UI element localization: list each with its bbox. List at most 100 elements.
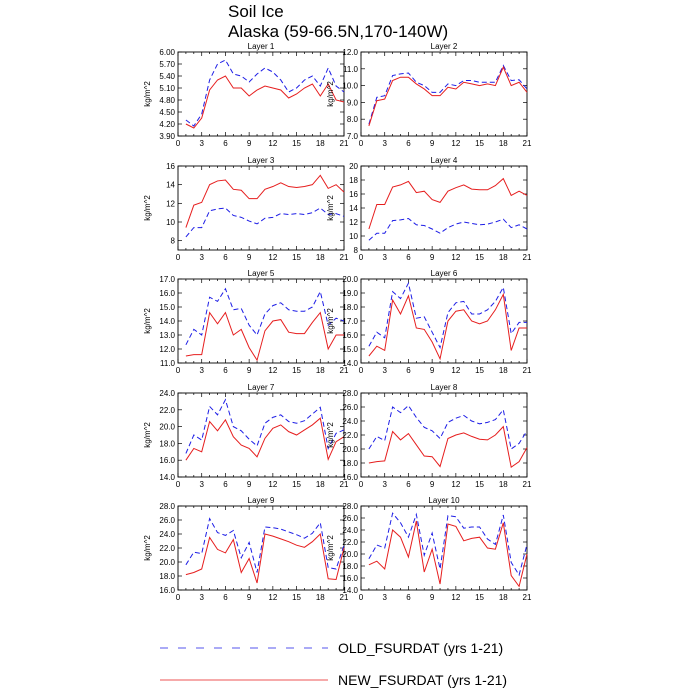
panel-layer-6-xtick-label: 6 (406, 366, 411, 375)
panel-layer-10-frame (360, 505, 528, 591)
panel-layer-2-series-old (368, 64, 528, 125)
panel-layer-3-title: Layer 3 (248, 156, 275, 165)
panel-layer-9-xtick-label: 0 (176, 593, 181, 602)
panel-layer-3-ytick-label: 16 (166, 162, 175, 171)
panel-layer-7-title: Layer 7 (248, 383, 275, 392)
panel-layer-9-ytick-label: 28.0 (159, 502, 175, 511)
panel-layer-4-frame (360, 165, 528, 251)
panel-layer-6-ytick-label: 15.0 (342, 345, 358, 354)
panel-layer-8-title: Layer 8 (431, 383, 458, 392)
panel-layer-3-ytick-label: 8 (171, 237, 176, 246)
panel-layer-7-ytick-label: 22.0 (159, 406, 175, 415)
panel-layer-9-xtick-label: 9 (247, 593, 252, 602)
panel-layer-2-xtick-label: 21 (523, 139, 532, 148)
panel-layer-8: Layer 8kg/m^20 3 6 9 12 15 18 2116.018.020.022.… (326, 383, 532, 489)
panel-layer-4: Layer 4 kg/m^2 0 3 6 9 12 15 18 21 8 10 12 14 16 18 20 (326, 156, 532, 262)
panel-layer-10-series-new (368, 520, 528, 588)
panel-layer-9-series-new (185, 532, 345, 584)
panel-layer-9-xtick-label: 3 (199, 593, 204, 602)
panel-layer-5-xtick-label: 9 (247, 366, 252, 375)
panel-layer-3-xtick-label: 18 (316, 253, 325, 262)
panel-layer-7-xtick-label: 15 (292, 480, 301, 489)
panel-layer-2-xtick-label: 18 (499, 139, 508, 148)
panel-layer-5-ytick-label: 11.0 (160, 359, 176, 368)
panel-layer-10-ytick-label: 26.0 (342, 514, 358, 523)
panel-layer-1-xtick-label: 18 (316, 139, 325, 148)
panel-layer-6-xtick-label: 9 (430, 366, 435, 375)
panel-layer-8-xtick-label: 3 (382, 480, 387, 489)
panel-layer-4-title: Layer 4 (431, 156, 458, 165)
panel-layer-1-xtick-label: 0 (176, 139, 181, 148)
panel-layer-2-ytick-label: 9.0 (347, 98, 359, 107)
panel-layer-7-xtick-label: 3 (199, 480, 204, 489)
panel-layer-7-series-new (185, 417, 345, 462)
panel-layer-2-series-new (368, 65, 528, 127)
panel-layer-8-ytick-label: 24.0 (342, 417, 358, 426)
panels-grid: Layer 1 kg/m^2 0 3 6 9 12 15 18 21 3.90 4.20 4.50 4.8… (143, 42, 532, 602)
panel-layer-1-ytick-label: 5.10 (159, 84, 175, 93)
panel-layer-2-ytick-label: 12.0 (342, 48, 358, 57)
panel-layer-4-ytick-label: 8 (354, 246, 359, 255)
panel-layer-10-xtick-label: 18 (499, 593, 508, 602)
panel-layer-7-xtick-label: 21 (340, 480, 349, 489)
panel-layer-10-xtick-label: 15 (475, 593, 484, 602)
panel-layer-4-ytick-label: 16 (349, 190, 358, 199)
panel-layer-9-series-old (185, 517, 345, 573)
panel-layer-9-ytick-label: 18.0 (159, 572, 175, 581)
panel-layer-7-xtick-label: 12 (268, 480, 277, 489)
panel-layer-8-ytick-label: 26.0 (342, 403, 358, 412)
panel-layer-10-ytick-label: 28.0 (342, 502, 358, 511)
panel-layer-4-series-old (368, 217, 528, 241)
panel-layer-1-ytick-label: 4.80 (159, 96, 175, 105)
panel-layer-3-xtick-label: 3 (199, 253, 204, 262)
panel-layer-7-frame (177, 392, 345, 478)
panel-layer-8-xtick-label: 15 (475, 480, 484, 489)
panel-layer-1-series-old (185, 59, 345, 127)
panel-layer-10-xtick-label: 3 (382, 593, 387, 602)
panel-layer-9-xtick-label: 15 (292, 593, 301, 602)
panel-layer-7-xtick-label: 18 (316, 480, 325, 489)
panel-layer-9-title: Layer 9 (248, 496, 275, 505)
panel-layer-5-xtick-label: 21 (340, 366, 349, 375)
panel-layer-3-ytick-label: 12 (166, 199, 175, 208)
panel-layer-1-xtick-label: 6 (223, 139, 228, 148)
panel-layer-10-ytick-label: 20.0 (342, 550, 358, 559)
panel-layer-4-ytick-label: 20 (349, 162, 358, 171)
panel-layer-9-xtick-label: 21 (340, 593, 349, 602)
panel-layer-8-xtick-label: 21 (523, 480, 532, 489)
panel-layer-4-xtick-label: 18 (499, 253, 508, 262)
panel-layer-3-series-old (185, 207, 345, 238)
panel-layer-1-xtick-label: 21 (340, 139, 349, 148)
panel-layer-2-ytick-label: 10.0 (342, 82, 358, 91)
panel-layer-9: Layer 9 kg/m^2 0 3 6 9 12 15 18 21 16.0 18.0 20.0 22.… (143, 496, 349, 602)
panel-layer-7-ylabel: kg/m^2 (143, 422, 152, 448)
panel-layer-8-series-new (368, 425, 528, 469)
panel-layer-7-xtick-label: 6 (223, 480, 228, 489)
panel-layer-3-series-new (185, 174, 345, 228)
panel-layer-6-ytick-label: 18.0 (342, 303, 358, 312)
legend-label-new: NEW_FSURDAT (yrs 1-21) (338, 672, 507, 688)
panel-layer-1-ytick-label: 4.50 (159, 108, 175, 117)
panel-layer-8-ytick-label: 28.0 (342, 389, 358, 398)
panel-layer-7-xtick-label: 9 (247, 480, 252, 489)
panel-layer-4-xtick-label: 12 (451, 253, 460, 262)
panel-layer-1-ytick-label: 3.90 (159, 132, 175, 141)
panel-layer-1-ytick-label: 5.70 (159, 60, 175, 69)
panel-layer-7-ytick-label: 20.0 (159, 423, 175, 432)
panel-layer-5: Layer 5 kg/m^2 0 3 6 9 12 15 18 21 11.0 12.0 13.0 14.… (143, 269, 349, 375)
panel-layer-6-xtick-label: 15 (475, 366, 484, 375)
panel-layer-7: Layer 7 kg/m^2 0 3 6 9 12 15 18 21 14.0 16.0 18.0 20.… (143, 383, 349, 489)
panel-layer-6-series-new (368, 292, 527, 361)
panel-layer-5-xtick-label: 18 (316, 366, 325, 375)
panel-layer-6-xtick-label: 0 (359, 366, 364, 375)
panel-layer-8-xtick-label: 9 (430, 480, 435, 489)
panel-layer-2-xtick-label: 6 (406, 139, 411, 148)
panel-layer-6-xtick-label: 12 (451, 366, 460, 375)
panel-layer-5-ytick-label: 13.0 (159, 331, 175, 340)
panel-layer-8-ytick-label: 22.0 (342, 431, 358, 440)
panel-layer-10-xtick-label: 9 (430, 593, 435, 602)
panel-layer-3-ylabel: kg/m^2 (143, 195, 152, 221)
panel-layer-8-xtick-label: 18 (499, 480, 508, 489)
panel-layer-6-xtick-label: 3 (382, 366, 387, 375)
panel-layer-10-ytick-label: 24.0 (342, 526, 358, 535)
